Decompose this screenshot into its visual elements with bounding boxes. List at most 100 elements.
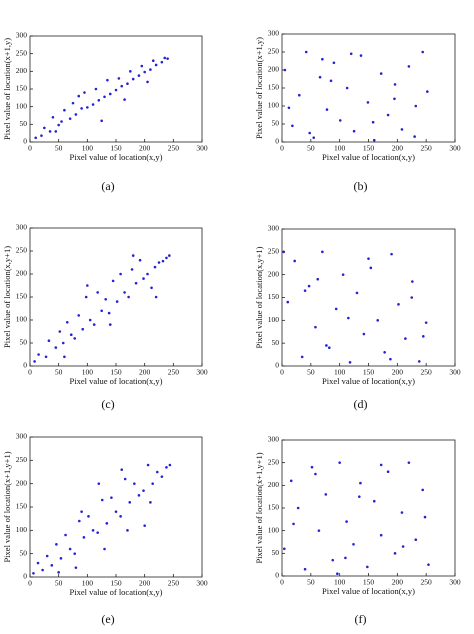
point [137, 74, 141, 77]
x-tick-label: 300 [196, 579, 208, 588]
point [134, 281, 138, 285]
point [96, 531, 99, 534]
x-tick-label: 50 [307, 368, 315, 377]
point [51, 115, 55, 119]
y-tick-label: 200 [16, 269, 28, 278]
caption: (a) [101, 179, 114, 193]
point [298, 93, 301, 97]
point [108, 323, 112, 326]
x-tick-label: 300 [196, 368, 208, 377]
point [78, 519, 81, 523]
point [310, 465, 314, 469]
point [386, 113, 390, 117]
point [348, 361, 352, 364]
point [421, 50, 425, 54]
x-tick-label: 200 [392, 144, 404, 153]
point [166, 57, 169, 60]
point [292, 522, 295, 526]
point [44, 355, 48, 359]
plot-frame [281, 33, 456, 143]
y-tick-label: 150 [16, 502, 28, 511]
x-tick-label: 50 [307, 578, 315, 587]
point [283, 68, 287, 72]
point [168, 463, 172, 467]
x-tick-label: 50 [55, 579, 63, 588]
point [119, 515, 122, 518]
point [126, 82, 129, 85]
x-tick-label: 150 [110, 144, 122, 153]
point [100, 309, 103, 313]
point [64, 533, 67, 537]
point [414, 104, 418, 108]
x-axis-label: Pixel value of location(x,y) [69, 587, 162, 597]
y-tick-label: 300 [268, 224, 280, 233]
point [296, 506, 300, 510]
point [34, 136, 38, 140]
point [130, 268, 134, 271]
point [336, 572, 339, 576]
point [80, 107, 83, 110]
point [314, 472, 317, 476]
point [97, 99, 101, 102]
y-tick-label: 300 [268, 29, 280, 38]
point [303, 289, 307, 292]
point [84, 295, 88, 299]
x-axis-label: Pixel value of location(x,y) [322, 376, 415, 386]
point [115, 300, 119, 303]
plot-frame [281, 228, 456, 367]
point [318, 75, 322, 79]
x-tick-label: 250 [421, 368, 433, 377]
point [407, 65, 411, 68]
x-tick-label: 150 [363, 368, 375, 377]
point [400, 128, 404, 131]
point [347, 316, 350, 320]
point [421, 488, 425, 492]
x-tick-label: 50 [307, 144, 315, 153]
x-tick-label: 200 [392, 578, 404, 587]
point [73, 337, 77, 340]
point [332, 61, 336, 65]
point [77, 314, 81, 317]
point [151, 482, 154, 485]
x-tick-label: 150 [363, 144, 375, 153]
point [367, 257, 370, 260]
point [325, 108, 329, 111]
y-tick-label: 100 [16, 101, 28, 110]
point [59, 557, 63, 560]
point [57, 123, 60, 127]
point [161, 259, 165, 263]
point [168, 254, 171, 257]
point [366, 101, 370, 104]
point [307, 284, 311, 288]
point [371, 120, 375, 124]
point [146, 463, 150, 467]
y-tick-label: 50 [20, 548, 28, 557]
y-tick-label: 250 [16, 48, 28, 57]
x-tick-label: 50 [55, 144, 63, 153]
x-tick-label: 100 [82, 144, 94, 153]
point [308, 131, 311, 135]
point [427, 563, 430, 566]
point [345, 86, 349, 90]
point [393, 97, 396, 101]
point [150, 286, 153, 290]
point [131, 254, 135, 257]
y-tick-label: 150 [16, 292, 28, 301]
point [103, 547, 106, 551]
y-axis-label: Pixel value of location(x,y+1) [254, 246, 264, 348]
point [86, 284, 89, 287]
y-tick-label: 50 [20, 119, 28, 128]
x-tick-label: 200 [139, 368, 151, 377]
y-tick-label: 200 [268, 269, 280, 278]
point [100, 498, 104, 502]
y-tick-label: 250 [268, 457, 280, 466]
y-tick-label: 150 [16, 84, 28, 93]
y-tick-label: 300 [16, 432, 28, 441]
point [97, 482, 101, 485]
y-tick-label: 50 [272, 338, 280, 347]
point [165, 466, 168, 469]
point [104, 298, 107, 301]
x-tick-label: 100 [82, 368, 94, 377]
point [114, 510, 118, 513]
